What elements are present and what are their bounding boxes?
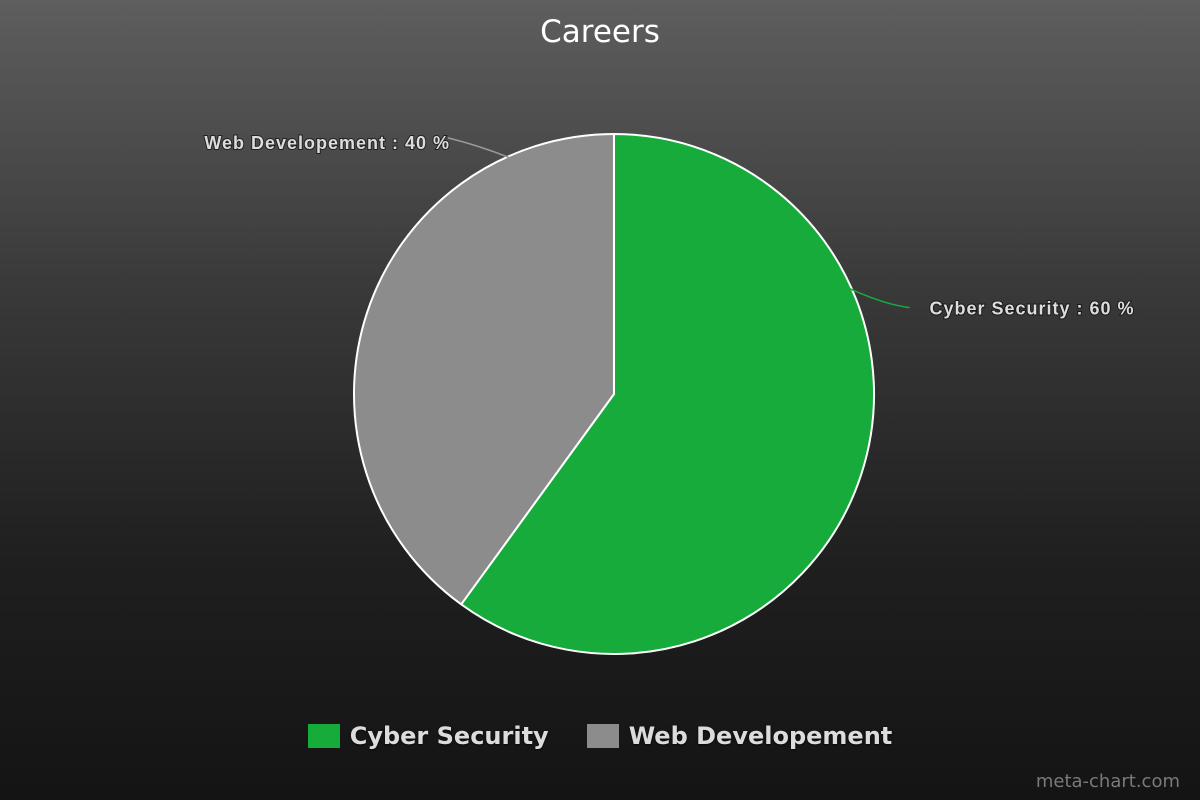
legend-item-cyber-security[interactable]: Cyber Security xyxy=(307,722,549,750)
chart-legend: Cyber Security Web Developement xyxy=(0,722,1200,750)
data-label-cyber-security: Cyber Security : 60 % xyxy=(929,299,1134,319)
pie-slice-cyber-security[interactable] xyxy=(460,133,875,655)
chart-title: Careers xyxy=(540,14,660,50)
legend-swatch-cyber-security xyxy=(307,724,340,748)
leader-line-web-developement xyxy=(447,137,511,159)
pie-slice-web-developement[interactable] xyxy=(353,133,615,606)
legend-label-web-developement: Web Developement xyxy=(628,722,893,750)
legend-item-web-developement[interactable]: Web Developement xyxy=(586,722,893,750)
data-label-web-developement: Web Developement : 40 % xyxy=(204,133,450,153)
legend-swatch-web-developement xyxy=(586,724,619,748)
watermark: meta-chart.com xyxy=(1035,771,1180,792)
leader-line-cyber-security xyxy=(849,287,910,309)
legend-label-cyber-security: Cyber Security xyxy=(349,722,549,750)
